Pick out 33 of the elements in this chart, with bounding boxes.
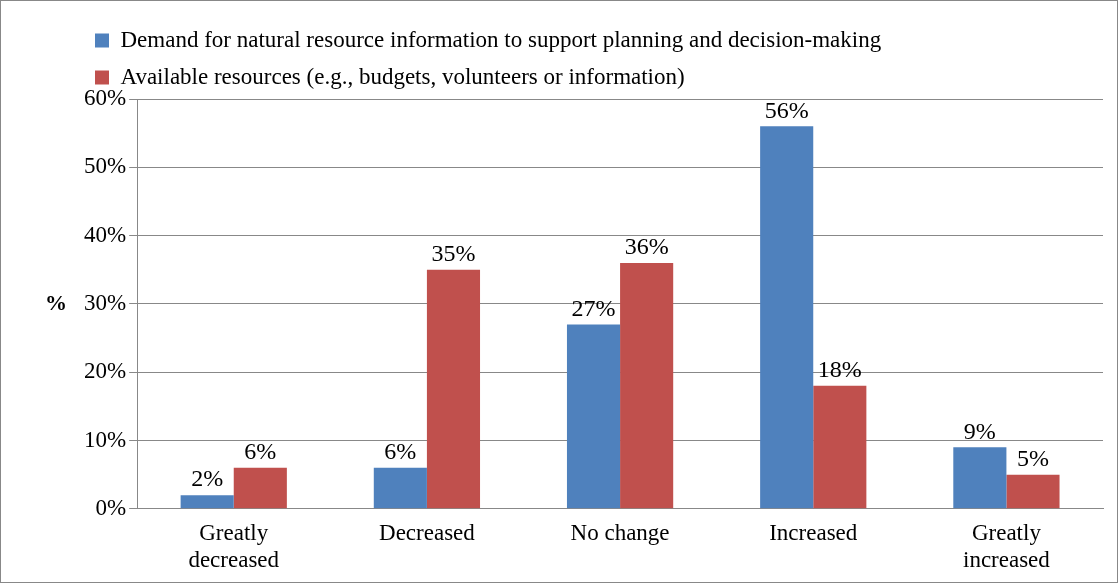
bar — [373, 467, 427, 509]
bar — [620, 262, 674, 509]
data-label: 9% — [963, 417, 996, 444]
data-label: 6% — [384, 438, 417, 465]
y-tick-label: 30% — [83, 289, 127, 315]
data-label: 6% — [244, 438, 277, 465]
x-tick-label: Increased — [769, 519, 858, 545]
x-tick-label: Greatly decreased — [188, 519, 280, 573]
bar — [953, 447, 1007, 509]
data-label: 56% — [764, 96, 809, 123]
data-label: 2% — [191, 465, 224, 492]
data-label: 18% — [817, 356, 862, 383]
y-axis-title: % — [45, 289, 67, 315]
x-tick-label: No change — [570, 519, 670, 545]
bar — [233, 467, 287, 509]
x-tick-label: Greatly increased — [962, 519, 1051, 573]
legend-label: Demand for natural resource information to support planning and decision-making — [120, 26, 882, 52]
bar — [566, 324, 621, 509]
bar — [426, 269, 481, 509]
data-label: 5% — [1016, 444, 1049, 471]
data-label: 35% — [431, 240, 476, 267]
x-tick-label: Decreased — [379, 519, 476, 545]
data-label: 27% — [571, 294, 616, 321]
y-tick-label: 0% — [95, 494, 127, 520]
bar — [813, 385, 867, 509]
bar — [180, 495, 234, 509]
data-label: 36% — [624, 233, 669, 260]
y-tick-label: 10% — [83, 426, 127, 452]
bar — [760, 126, 814, 509]
y-tick-label: 50% — [83, 153, 127, 179]
y-tick-label: 40% — [83, 221, 127, 247]
y-tick-label: 20% — [83, 358, 127, 384]
bar — [1006, 474, 1060, 509]
